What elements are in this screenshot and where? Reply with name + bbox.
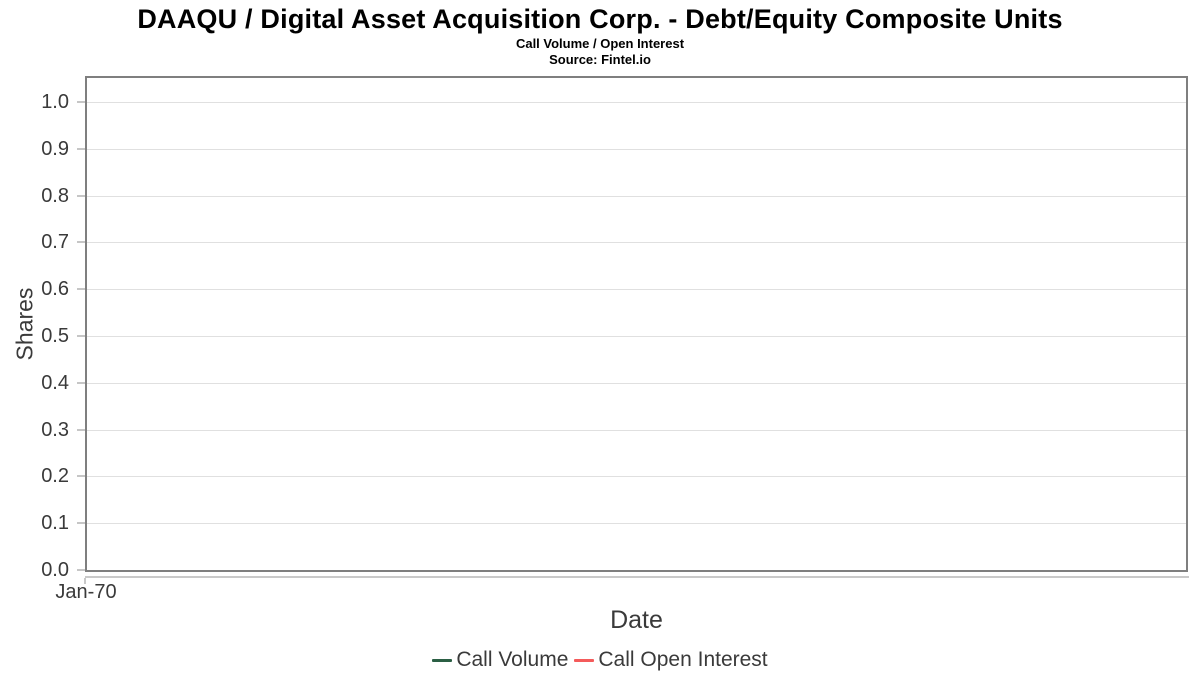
- gridline: [87, 523, 1186, 525]
- y-axis-tick-mark: [77, 194, 85, 197]
- legend-item-call-open-interest[interactable]: Call Open Interest: [574, 648, 768, 672]
- gridline: [87, 336, 1186, 337]
- legend-marker-call-volume: [432, 658, 453, 662]
- y-axis-tick-mark: [77, 428, 85, 431]
- y-tick-label: 0.1: [41, 512, 69, 535]
- y-tick-label: 0.9: [41, 137, 69, 160]
- y-axis-tick-mark: [77, 522, 85, 525]
- plot-area: [85, 76, 1188, 572]
- chart-source: Source: Fintel.io: [549, 52, 651, 67]
- gridline: [87, 382, 1186, 384]
- y-tick-label: 0.0: [41, 559, 69, 581]
- y-axis-tick-mark: [77, 475, 85, 478]
- y-axis-tick-mark: [77, 101, 85, 103]
- gridline: [87, 148, 1186, 150]
- gridline: [87, 242, 1186, 244]
- y-axis-tick-mark: [77, 381, 85, 384]
- y-axis-tick-mark: [77, 147, 85, 150]
- y-axis-tick-mark: [77, 288, 85, 291]
- x-axis-line: [85, 576, 1189, 578]
- gridline: [87, 102, 1186, 103]
- gridline: [87, 289, 1186, 291]
- legend-marker-call-open-interest: [574, 658, 595, 662]
- y-tick-label: 0.8: [41, 184, 69, 207]
- x-axis-tick-mark: [84, 578, 86, 584]
- y-axis-tick-mark: [77, 335, 85, 337]
- y-axis-tick-mark: [77, 569, 85, 571]
- chart-legend: Call Volume Call Open Interest: [0, 646, 1200, 674]
- legend-label-call-open-interest: Call Open Interest: [598, 648, 768, 671]
- y-axis-tick-mark: [77, 241, 85, 244]
- y-tick-label: 0.2: [41, 465, 69, 488]
- y-tick-label: 1.0: [41, 91, 69, 113]
- x-axis-title: Date: [610, 606, 663, 634]
- chart-title: DAAQU / Digital Asset Acquisition Corp. …: [137, 4, 1063, 34]
- x-tick-label: Jan-70: [55, 581, 117, 603]
- y-tick-label: 0.6: [41, 278, 69, 301]
- gridline: [87, 476, 1186, 478]
- y-tick-label: 0.3: [41, 418, 69, 441]
- legend-label-call-volume: Call Volume: [456, 648, 569, 671]
- gridline: [87, 429, 1186, 431]
- y-tick-label: 0.5: [41, 325, 69, 347]
- gridline: [87, 195, 1186, 197]
- y-tick-label: 0.7: [41, 231, 69, 254]
- legend-item-call-volume[interactable]: Call Volume: [432, 648, 568, 672]
- chart-subtitle: Call Volume / Open Interest: [515, 36, 685, 51]
- y-tick-label: 0.4: [41, 371, 69, 394]
